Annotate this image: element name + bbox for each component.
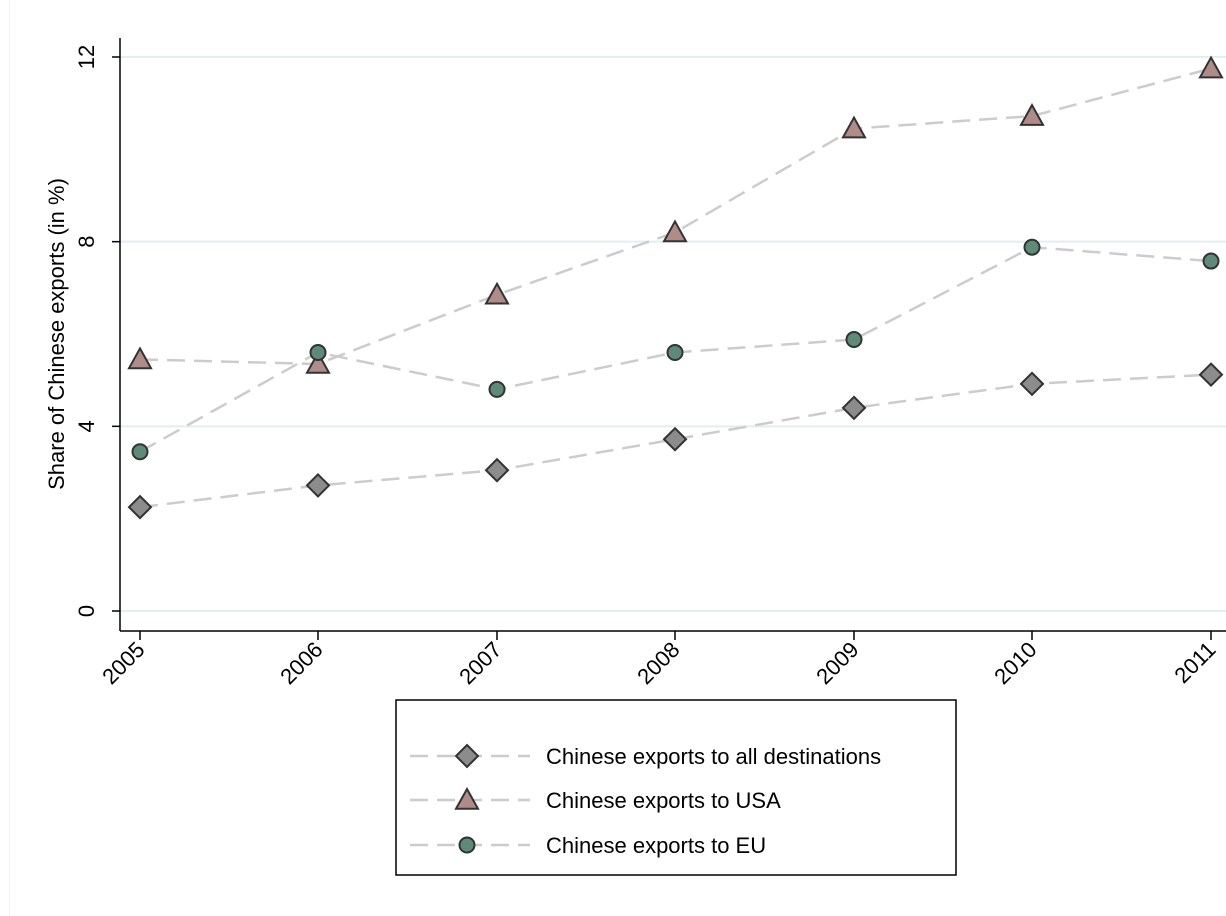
legend-box xyxy=(395,699,957,876)
data-point xyxy=(666,343,684,361)
x-tick-label: 2007 xyxy=(454,637,506,689)
data-point xyxy=(1019,371,1045,397)
y-axis-title: Share of Chinese exports (in %) xyxy=(44,178,69,490)
x-tick-label: 2009 xyxy=(811,637,863,689)
data-point xyxy=(305,473,331,498)
y-tick-label: 8 xyxy=(74,236,99,248)
legend-label: Chinese exports to USA xyxy=(546,788,781,813)
data-point xyxy=(1202,252,1220,270)
data-point xyxy=(1019,103,1045,126)
data-point xyxy=(127,346,153,370)
y-tick-label: 0 xyxy=(74,605,99,617)
data-point xyxy=(309,343,327,361)
data-point xyxy=(131,443,149,461)
data-point xyxy=(484,457,510,483)
series-layer xyxy=(127,55,1224,520)
data-point xyxy=(841,395,867,421)
series-line xyxy=(139,67,1212,366)
data-point xyxy=(841,115,867,139)
data-point xyxy=(1023,238,1041,256)
grid-lines xyxy=(120,56,1226,612)
legend: Chinese exports to all destinations Chine… xyxy=(395,699,957,876)
data-point xyxy=(305,350,331,374)
data-point xyxy=(662,426,688,452)
axes: 0 4 8 12 Share of Chinese exports (in %) 2005… xyxy=(44,38,1226,689)
legend-marker xyxy=(458,836,476,854)
y-tick-label: 12 xyxy=(74,45,99,69)
legend-label: Chinese exports to all destinations xyxy=(546,744,881,769)
frame-edge xyxy=(9,0,10,916)
data-point xyxy=(484,281,510,305)
data-point xyxy=(127,494,153,520)
legend-label: Chinese exports to EU xyxy=(546,833,766,858)
x-tick-label: 2010 xyxy=(989,637,1041,689)
legend-marker xyxy=(454,786,480,810)
x-tick-label: 2005 xyxy=(97,637,149,689)
data-point xyxy=(845,331,863,349)
y-tick-label: 4 xyxy=(74,420,99,432)
data-point xyxy=(1198,55,1224,79)
x-tick-label: 2011 xyxy=(1169,637,1220,688)
legend-marker xyxy=(454,743,480,769)
data-point xyxy=(1198,362,1224,388)
x-tick-label: 2008 xyxy=(632,637,684,689)
data-point xyxy=(662,219,688,243)
data-point xyxy=(488,380,506,398)
x-tick-label: 2006 xyxy=(275,637,327,689)
